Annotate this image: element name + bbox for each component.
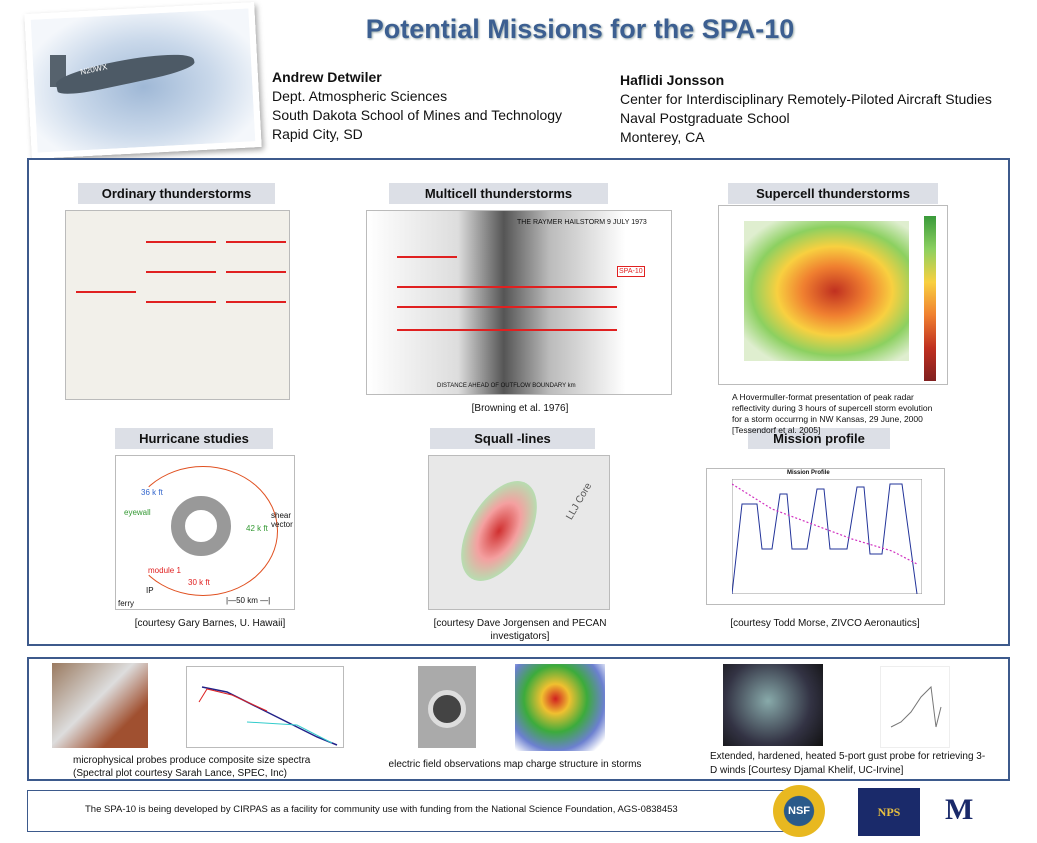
- wind-plot: [880, 666, 950, 748]
- nsf-logo: NSF: [773, 785, 825, 837]
- figure-caption: [Browning et al. 1976]: [471, 403, 569, 414]
- multicell-figure: THE RAYMER HAILSTORM 9 JULY 1973 SPA-10 …: [366, 210, 672, 395]
- altitude-label: 30 k ft: [188, 578, 210, 587]
- affiliation-line: Center for Interdisciplinary Remotely-Pi…: [620, 91, 992, 107]
- shear-label: shear vector: [271, 511, 293, 529]
- supercell-radar-figure: [718, 205, 948, 385]
- affiliation-line: South Dakota School of Mines and Technol…: [272, 107, 563, 123]
- footer-box: [27, 790, 787, 832]
- author-name: Haflidi Jonsson: [620, 72, 725, 88]
- instrument-caption: microphysical probes produce composite s…: [73, 755, 311, 779]
- altitude-label: 42 k ft: [246, 524, 268, 533]
- figure-title: THE RAYMER HAILSTORM 9 JULY 1973: [517, 219, 647, 226]
- chart-title: Mission Profile: [787, 470, 830, 476]
- page-title: Potential Missions for the SPA-10: [365, 14, 795, 44]
- axis-label: DISTANCE AHEAD OF OUTFLOW BOUNDARY km: [437, 383, 576, 389]
- field-mill-photo: [418, 666, 476, 748]
- section-header: Mission profile: [748, 428, 890, 449]
- sdsmt-logo: M: [945, 793, 974, 826]
- affiliation-line: Naval Postgraduate School: [620, 110, 790, 126]
- eyewall-label: eyewall: [124, 508, 151, 517]
- affiliation-line: Rapid City, SD: [272, 126, 363, 142]
- section-header: Squall -lines: [430, 428, 595, 449]
- affiliation-line: Dept. Atmospheric Sciences: [272, 88, 448, 104]
- section-header: Supercell thunderstorms: [728, 183, 938, 204]
- author-1: Andrew Detwiler Dept. Atmospheric Scienc…: [272, 68, 562, 144]
- ip-label: IP: [146, 586, 154, 595]
- figure-caption: [courtesy Dave Jorgensen and PECAN inves…: [433, 618, 607, 642]
- module-label: module 1: [148, 566, 181, 575]
- ferry-label: ferry: [118, 599, 134, 608]
- mission-profile-chart: Mission Profile: [706, 468, 945, 605]
- spa-label: SPA-10: [617, 266, 645, 277]
- figure-caption: A Hovermuller-format presentation of pea…: [732, 392, 933, 435]
- affiliation-line: Monterey, CA: [620, 129, 705, 145]
- ordinary-thunderstorm-figure: [65, 210, 290, 400]
- altitude-label: 36 k ft: [141, 488, 163, 497]
- section-header: Ordinary thunderstorms: [78, 183, 275, 204]
- gust-probe-photo: [723, 664, 823, 746]
- hurricane-figure: eyewall 36 k ft 42 k ft module 1 30 k ft…: [115, 455, 295, 610]
- section-header: Multicell thunderstorms: [389, 183, 608, 204]
- section-header: Hurricane studies: [115, 428, 273, 449]
- microphysical-probe-photo: [52, 663, 148, 748]
- instrument-caption: Extended, hardened, heated 5-port gust p…: [710, 751, 986, 776]
- radar-charge-map: [515, 664, 605, 751]
- size-spectra-plot: [186, 666, 344, 748]
- nps-logo: NPS: [858, 788, 920, 836]
- funding-statement: The SPA-10 is being developed by CIRPAS …: [85, 804, 678, 815]
- figure-caption: [courtesy Gary Barnes, U. Hawaii]: [134, 618, 286, 629]
- squall-line-figure: LLJ Core: [428, 455, 610, 610]
- instrument-caption: electric field observations map charge s…: [388, 759, 642, 770]
- scale-bar: |—50 km —|: [226, 596, 271, 605]
- author-2: Haflidi Jonsson Center for Interdiscipli…: [620, 71, 992, 147]
- llj-core-label: LLJ Core: [564, 481, 595, 522]
- figure-caption: [courtesy Todd Morse, ZIVCO Aeronautics]: [730, 618, 920, 629]
- mission-profile-plot: [732, 479, 922, 594]
- author-name: Andrew Detwiler: [272, 69, 382, 85]
